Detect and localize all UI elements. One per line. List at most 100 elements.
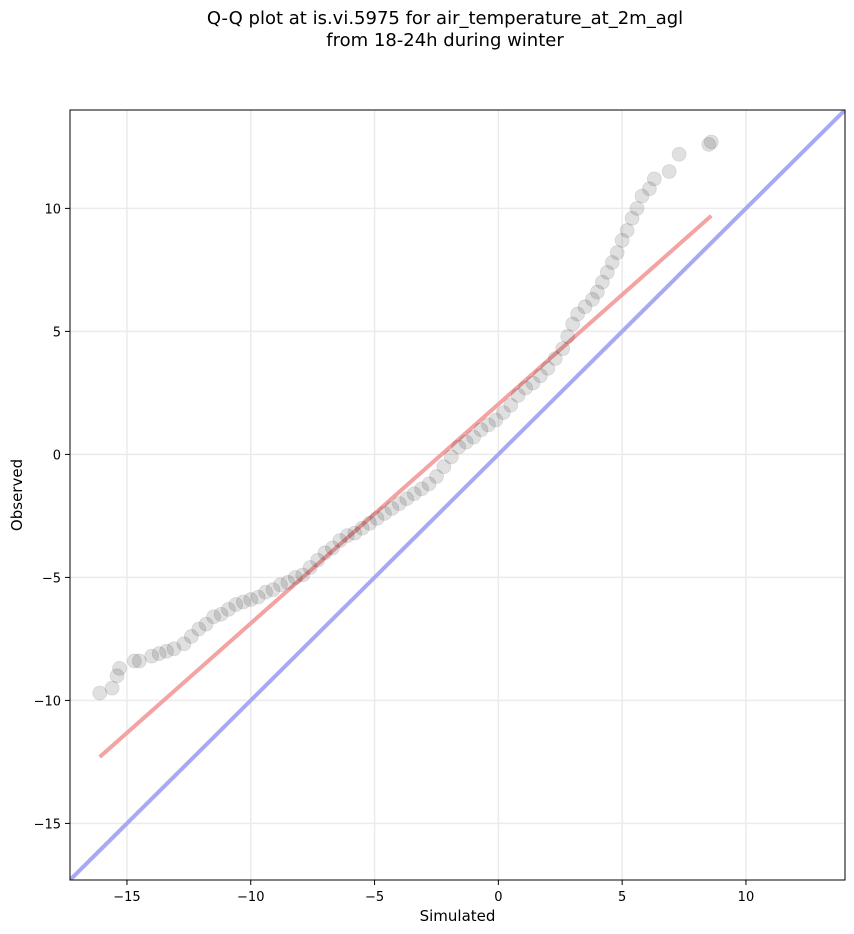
quantile-points (92, 134, 719, 701)
data-point (302, 560, 318, 575)
data-point (458, 434, 474, 450)
data-point (599, 264, 615, 280)
chart-title-line-2: from 18-24h during winter (326, 30, 564, 51)
data-point (634, 188, 650, 204)
data-point (547, 351, 563, 366)
data-point (510, 387, 526, 403)
data-point (555, 341, 571, 357)
data-point (287, 570, 303, 585)
y-axis-label: Observed (8, 459, 26, 531)
data-point (280, 574, 296, 590)
data-point (377, 506, 392, 521)
y-tick-label: 0 (53, 448, 61, 463)
data-point (560, 328, 576, 344)
data-point (518, 380, 533, 396)
data-point (533, 368, 548, 384)
x-tick-label: 0 (494, 890, 502, 905)
data-point (347, 525, 363, 541)
data-point (206, 609, 222, 625)
data-point (191, 621, 207, 637)
data-point (589, 284, 605, 300)
data-point (406, 486, 422, 502)
data-point (525, 375, 541, 391)
data-point (265, 582, 281, 598)
x-tick-label: −15 (113, 890, 140, 905)
data-point (362, 515, 378, 531)
data-point (701, 137, 717, 152)
y-tick-label: 10 (44, 202, 61, 217)
data-point (339, 528, 355, 543)
data-point (503, 397, 519, 413)
data-point (317, 545, 333, 561)
data-point (310, 552, 326, 568)
data-point (228, 597, 244, 612)
y-tick-label: −15 (34, 817, 61, 832)
data-point (295, 567, 311, 583)
data-point (570, 306, 585, 322)
data-point (609, 245, 625, 261)
data-point (384, 501, 400, 516)
data-point (354, 520, 370, 536)
data-point (399, 491, 415, 507)
x-tick-label: 10 (738, 890, 755, 905)
data-point (159, 643, 174, 659)
x-tick-label: 5 (618, 890, 626, 905)
data-point (104, 680, 120, 696)
data-point (273, 577, 288, 593)
data-point (451, 439, 467, 455)
data-point (466, 429, 481, 445)
data-point (540, 360, 556, 376)
data-point (325, 540, 340, 556)
data-point (183, 629, 199, 644)
data-point (176, 636, 192, 652)
data-point (391, 496, 407, 512)
x-axis-label: Simulated (420, 907, 496, 925)
identity-line (70, 110, 845, 880)
data-point (198, 616, 214, 632)
data-point (443, 449, 459, 465)
plot-area (70, 110, 845, 880)
data-point (577, 299, 593, 315)
data-point (166, 641, 182, 657)
data-point (235, 594, 251, 610)
data-point (495, 405, 511, 420)
data-point (619, 223, 635, 238)
data-point (604, 255, 620, 270)
grid-lines (70, 110, 845, 880)
data-point (661, 164, 677, 179)
data-point (585, 292, 600, 307)
data-point (624, 210, 640, 226)
data-point (421, 476, 437, 492)
x-tick-label: −5 (365, 890, 384, 905)
chart-title: Q-Q plot at is.vi.5975 for air_temperatu… (0, 8, 854, 52)
data-point (488, 412, 504, 428)
data-point (565, 316, 581, 332)
fit-line (98, 214, 713, 759)
chart-title-line-1: Q-Q plot at is.vi.5975 for air_temperatu… (206, 8, 684, 29)
data-point (473, 422, 489, 438)
y-tick-label: −10 (34, 694, 61, 709)
data-point (369, 510, 385, 526)
data-point (646, 171, 662, 187)
data-point (112, 661, 127, 676)
data-point (144, 648, 160, 664)
data-point (614, 232, 630, 248)
data-point (429, 469, 444, 484)
data-point (213, 606, 229, 622)
data-point (151, 646, 167, 662)
data-point (629, 201, 645, 216)
data-point (332, 533, 348, 548)
data-point (481, 417, 496, 433)
data-point (641, 181, 657, 197)
data-point (92, 685, 108, 701)
data-point (221, 601, 236, 617)
data-point (703, 134, 719, 150)
plot-frame (69, 109, 846, 881)
data-point (126, 653, 142, 669)
data-point (258, 584, 274, 600)
data-point (436, 459, 452, 475)
data-point (250, 589, 266, 605)
x-tick-label: −10 (237, 890, 264, 905)
y-tick-label: 5 (53, 325, 61, 340)
data-point (131, 653, 147, 669)
